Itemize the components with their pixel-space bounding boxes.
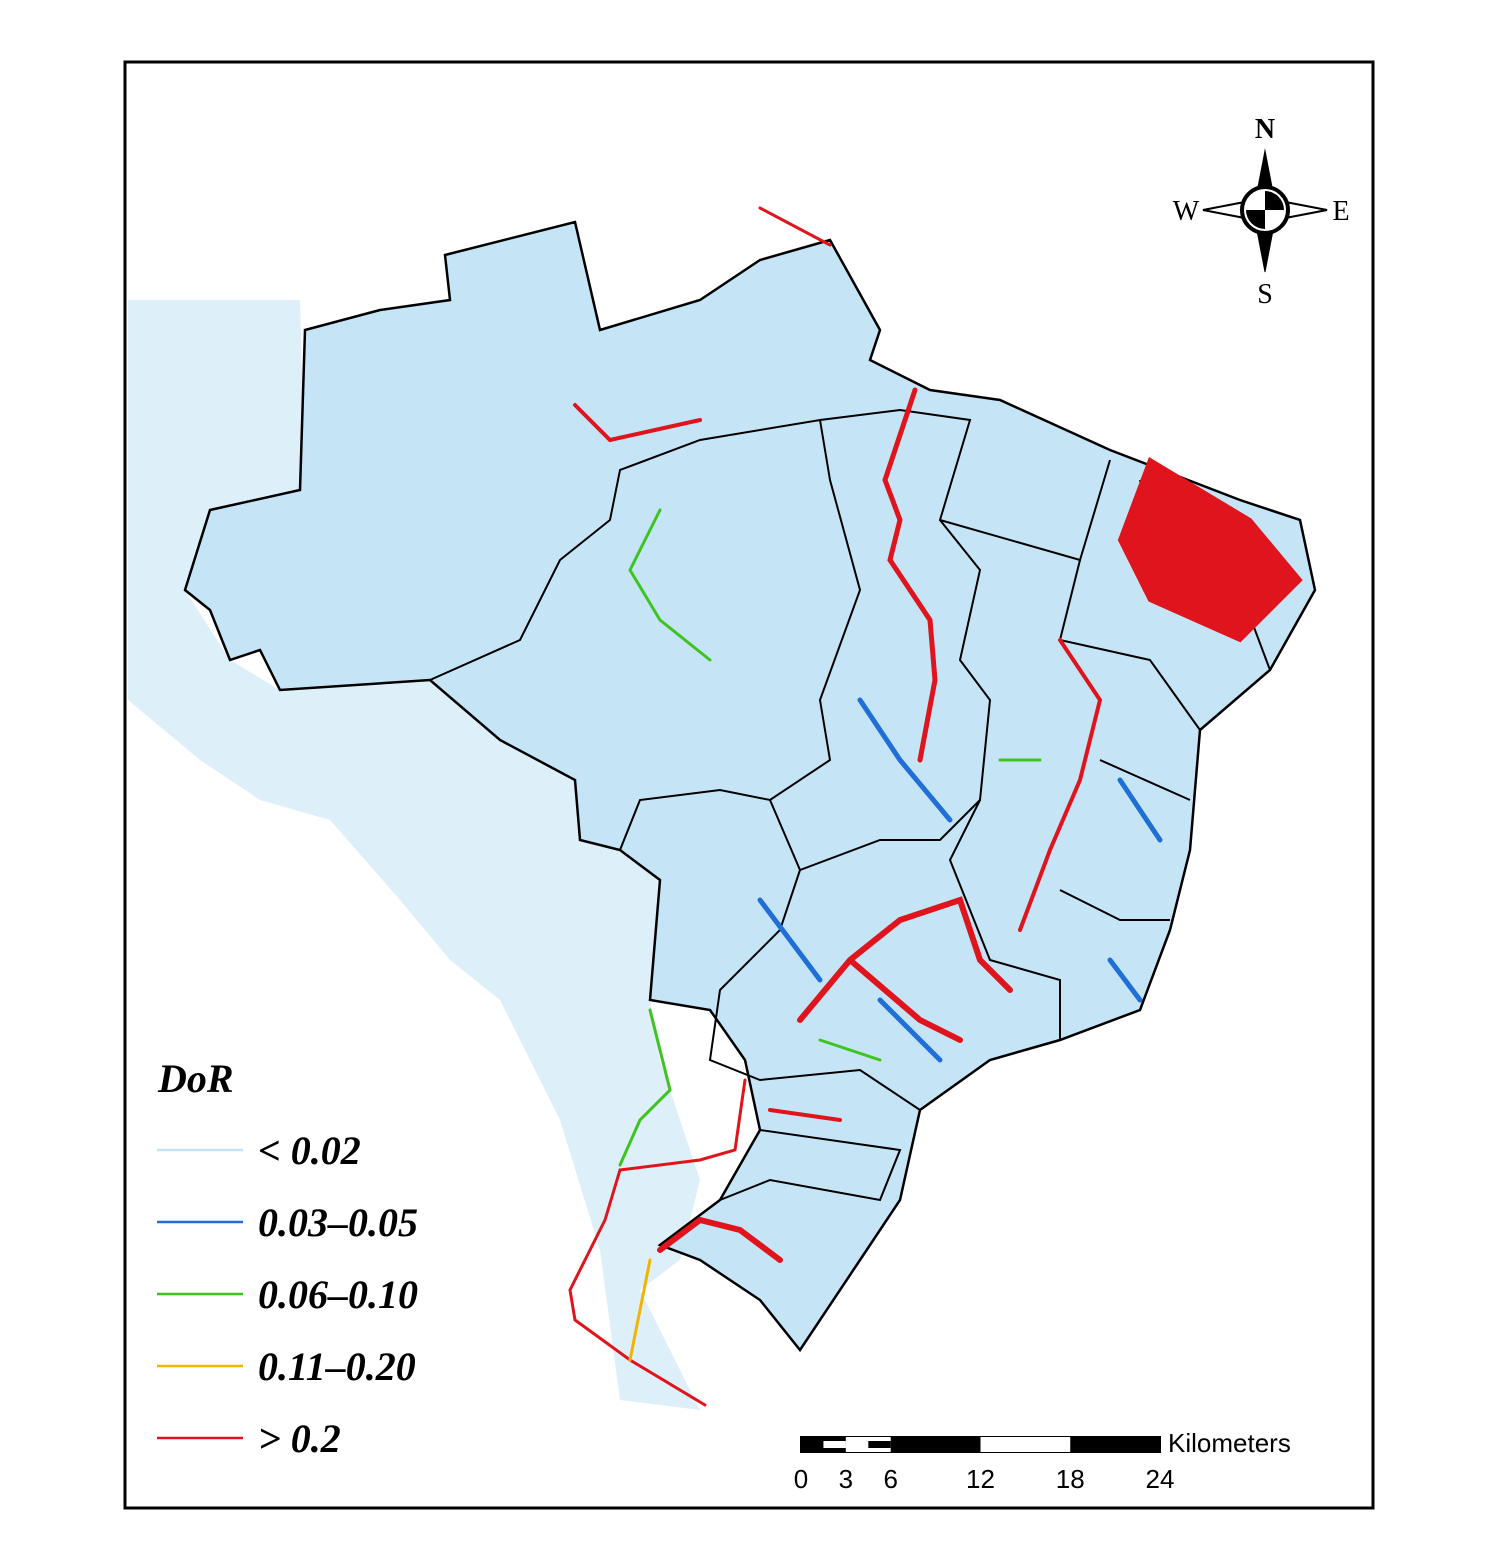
scale-tick-label: 0: [794, 1464, 808, 1494]
compass-east: E: [1332, 196, 1349, 227]
scale-tick-label: 18: [1056, 1464, 1085, 1494]
compass-rose: N S E W: [1173, 114, 1350, 310]
scale-tick-label: 12: [966, 1464, 995, 1494]
scale-bar-subsegment: [868, 1441, 891, 1448]
legend-label: > 0.2: [258, 1416, 341, 1461]
country-outline: [183, 220, 1317, 1353]
scale-unit: Kilometers: [1168, 1428, 1291, 1458]
scale-bar-segment: [980, 1437, 1071, 1452]
scale-bar-segment: [890, 1437, 981, 1452]
river-basin: [128, 300, 700, 1410]
legend-label: 0.11–0.20: [258, 1344, 416, 1389]
scale-bar-segment: [1070, 1437, 1160, 1452]
compass-north: N: [1255, 114, 1275, 145]
rivers: [568, 206, 1303, 1407]
map-frame: [123, 60, 1375, 1510]
compass-west: W: [1173, 196, 1200, 227]
compass-south: S: [1257, 279, 1273, 310]
scale-bar-subsegment: [823, 1441, 846, 1448]
scale-tick-label: 3: [839, 1464, 853, 1494]
scale-tick-label: 6: [884, 1464, 898, 1494]
legend: DoR < 0.02 0.03–0.05 0.06–0.10 0.11–0.20 > 0…: [157, 1056, 418, 1461]
map-area: [128, 206, 1317, 1410]
scale-bar: Kilometers 0 3 6 12 18 24: [794, 1428, 1291, 1494]
legend-label: 0.06–0.10: [258, 1272, 418, 1317]
legend-label: 0.03–0.05: [258, 1200, 418, 1245]
legend-label: < 0.02: [258, 1128, 361, 1173]
scale-tick-label: 24: [1146, 1464, 1175, 1494]
legend-title: DoR: [157, 1056, 234, 1101]
